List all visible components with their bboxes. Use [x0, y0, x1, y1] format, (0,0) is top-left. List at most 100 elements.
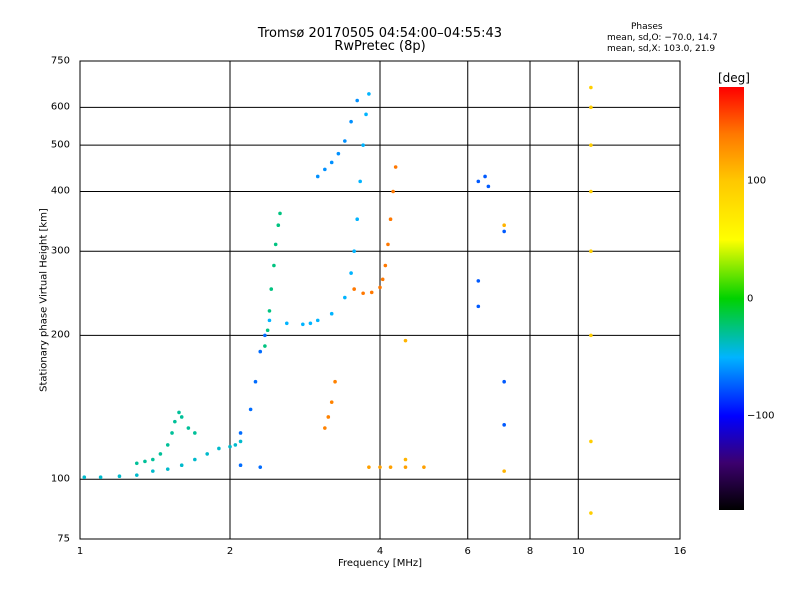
data-point — [378, 285, 382, 290]
data-point — [502, 379, 506, 384]
data-point — [98, 475, 103, 480]
data-point — [233, 443, 238, 447]
data-point — [165, 467, 170, 471]
data-point — [151, 457, 155, 462]
data-point — [269, 287, 274, 291]
y-tick-label: 75 — [57, 533, 70, 545]
data-point — [258, 349, 263, 354]
data-point — [383, 263, 388, 268]
y-tick-label: 200 — [50, 329, 70, 341]
data-point — [329, 311, 334, 316]
data-point — [143, 459, 147, 464]
data-point — [358, 179, 362, 184]
data-point — [186, 426, 191, 430]
data-point — [265, 328, 270, 333]
data-point — [369, 290, 374, 295]
data-point — [134, 473, 139, 477]
data-point — [589, 85, 593, 90]
data-point — [589, 105, 593, 110]
data-point — [393, 165, 398, 169]
data-point — [308, 321, 313, 326]
phase-colorbar — [719, 87, 744, 510]
data-point — [323, 167, 327, 172]
data-point — [343, 295, 347, 300]
data-point — [323, 426, 327, 430]
data-point — [278, 211, 282, 216]
data-point — [326, 415, 331, 419]
data-point — [349, 119, 353, 124]
data-point — [329, 400, 334, 404]
y-tick-label: 500 — [50, 139, 70, 151]
colorbar-tick-label: −100 — [747, 410, 775, 422]
data-point — [476, 304, 481, 309]
x-tick-label: 2 — [226, 546, 234, 557]
data-point — [173, 419, 177, 424]
x-tick-label: 16 — [673, 546, 687, 557]
data-point — [329, 160, 334, 165]
x-tick-label: 1 — [76, 546, 84, 557]
x-tick-label: 4 — [376, 546, 384, 557]
data-point — [315, 174, 320, 179]
data-point — [263, 344, 267, 348]
data-point — [165, 443, 170, 447]
data-point — [589, 333, 593, 338]
data-point — [355, 98, 359, 103]
data-point — [476, 279, 481, 283]
data-point — [267, 309, 272, 313]
phases-heading: Phases — [631, 22, 663, 32]
data-point — [589, 439, 593, 444]
phases-stat-x: mean, sd,X: 103.0, 21.9 — [607, 44, 716, 54]
y-tick-label: 400 — [50, 185, 70, 197]
x-axis-label: Frequency [MHz] — [337, 558, 423, 569]
data-point — [352, 287, 356, 291]
data-point — [386, 242, 390, 247]
data-point — [502, 229, 506, 234]
data-point — [301, 322, 305, 327]
data-point — [391, 189, 395, 194]
x-tick-label: 8 — [526, 546, 534, 557]
data-point — [336, 151, 341, 156]
data-point — [361, 291, 365, 296]
colorbar-unit: [deg] — [718, 71, 750, 85]
data-point — [272, 263, 276, 268]
data-point — [238, 431, 243, 435]
data-point — [502, 223, 506, 228]
data-point — [367, 465, 371, 469]
data-point — [422, 465, 426, 469]
data-point — [117, 474, 122, 478]
data-point — [589, 189, 593, 194]
chart-subtitle: RwPretec (8p) — [334, 39, 426, 54]
data-point — [476, 179, 481, 184]
data-point — [403, 457, 408, 462]
data-point — [179, 415, 184, 419]
data-point — [589, 511, 593, 515]
data-point — [267, 318, 272, 323]
chart-title: Tromsø 20170505 04:54:00–04:55:43 — [257, 26, 503, 41]
data-point — [380, 277, 385, 282]
data-point — [352, 249, 356, 254]
data-point — [364, 112, 368, 117]
data-point — [238, 439, 243, 444]
data-point — [151, 469, 155, 473]
data-point — [170, 431, 174, 435]
x-tick-label: 6 — [464, 546, 471, 557]
data-point — [315, 318, 320, 323]
colorbar-tick-label: 100 — [747, 175, 767, 187]
data-point — [589, 143, 593, 147]
data-point — [388, 465, 393, 469]
data-point — [403, 465, 408, 469]
data-point — [343, 139, 347, 143]
data-point — [502, 423, 506, 427]
data-point — [483, 174, 487, 179]
data-point — [263, 333, 267, 338]
data-point — [193, 431, 197, 435]
data-point — [355, 217, 359, 222]
y-tick-label: 100 — [50, 473, 70, 485]
data-point — [486, 184, 491, 189]
colorbar-tick-label: 0 — [747, 293, 754, 304]
data-point — [284, 321, 289, 326]
data-point — [205, 452, 209, 456]
data-point — [361, 143, 365, 147]
y-axis-label: Stationary phase Virtual Height [km] — [38, 208, 50, 392]
